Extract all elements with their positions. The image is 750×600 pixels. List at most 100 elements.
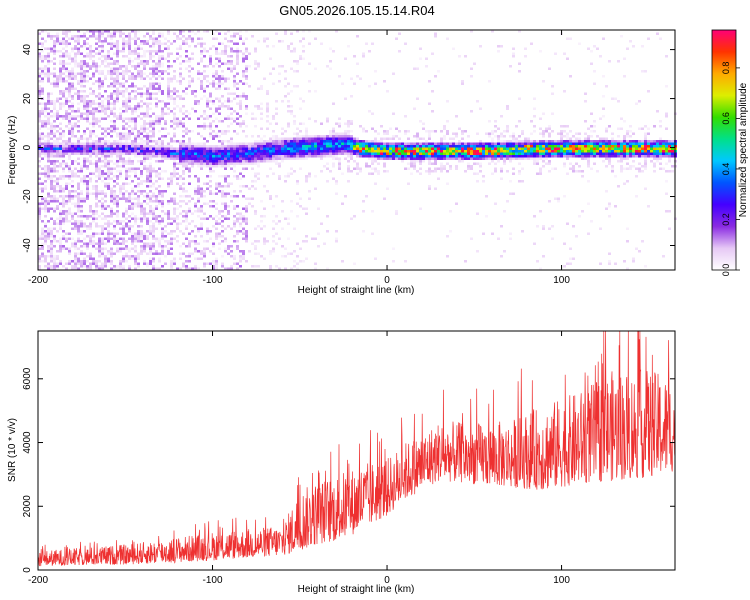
heat-cell [173,212,176,215]
heat-cell [134,175,137,178]
heat-cell [356,155,359,158]
heat-cell [41,252,44,255]
heat-cell [68,140,71,143]
heat-cell [296,242,299,245]
heat-cell [101,242,104,245]
heat-cell [149,72,152,75]
heat-cell [290,112,293,115]
heat-cell [107,165,110,168]
heat-cell [116,242,119,245]
heat-cell [116,52,119,55]
heat-cell [392,152,395,155]
heat-cell [140,132,143,135]
heat-cell [281,140,284,143]
heat-cell [290,210,293,213]
heat-cell [164,212,167,215]
heat-cell [182,195,185,198]
heat-cell [71,147,74,150]
heat-cell [539,172,542,175]
heat-cell [476,250,479,253]
heat-cell [53,105,56,108]
heat-cell [59,245,62,248]
heat-cell [326,140,329,143]
heat-cell [47,55,50,58]
heat-cell [188,167,191,170]
heat-cell [74,75,77,78]
heat-cell [89,237,92,240]
heat-cell [71,75,74,78]
heat-cell [389,155,392,158]
heat-cell [140,125,143,128]
heat-cell [299,157,302,160]
heat-cell [53,85,56,88]
heat-cell [521,142,524,145]
heat-cell [86,197,89,200]
heat-cell [215,265,218,268]
heat-cell [464,260,467,263]
heat-cell [518,135,521,138]
heat-cell [263,135,266,138]
heat-cell [356,137,359,140]
heat-cell [245,112,248,115]
heat-cell [155,65,158,68]
heat-cell [53,267,56,270]
heat-cell [149,45,152,48]
heat-cell [497,45,500,48]
heat-cell [143,102,146,105]
heat-cell [92,212,95,215]
heat-cell [86,182,89,185]
heat-cell [59,62,62,65]
heat-cell [476,150,479,153]
heat-cell [134,137,137,140]
heat-cell [77,157,80,160]
heat-cell [56,50,59,53]
heat-cell [479,170,482,173]
heat-cell [293,260,296,263]
heat-cell [281,255,284,258]
heat-cell [314,120,317,123]
heat-cell [128,97,131,100]
heat-cell [203,157,206,160]
heat-cell [164,147,167,150]
heat-cell [515,145,518,148]
heat-cell [278,80,281,83]
heat-cell [341,260,344,263]
heat-cell [134,85,137,88]
heat-cell [299,40,302,43]
heat-cell [179,177,182,180]
heat-cell [176,217,179,220]
heat-cell [152,127,155,130]
heat-cell [224,237,227,240]
heat-cell [125,217,128,220]
heat-cell [59,80,62,83]
heat-cell [53,67,56,70]
heat-cell [152,242,155,245]
heat-cell [92,50,95,53]
heat-cell [197,250,200,253]
heat-cell [179,222,182,225]
heat-cell [290,157,293,160]
heat-cell [326,137,329,140]
heat-cell [500,115,503,118]
heat-cell [431,147,434,150]
heat-cell [257,62,260,65]
heat-cell [158,85,161,88]
heat-cell [158,192,161,195]
heat-cell [137,160,140,163]
heat-cell [47,202,50,205]
heat-cell [146,112,149,115]
heat-cell [233,50,236,53]
heat-cell [98,92,101,95]
heat-cell [476,145,479,148]
heat-cell [116,30,119,33]
heat-cell [365,147,368,150]
heat-cell [125,122,128,125]
heat-cell [221,42,224,45]
heat-cell [533,155,536,158]
heat-cell [356,165,359,168]
heat-cell [107,30,110,33]
heat-cell [86,30,89,33]
heat-cell [257,265,260,268]
heat-cell [194,202,197,205]
heat-cell [62,200,65,203]
